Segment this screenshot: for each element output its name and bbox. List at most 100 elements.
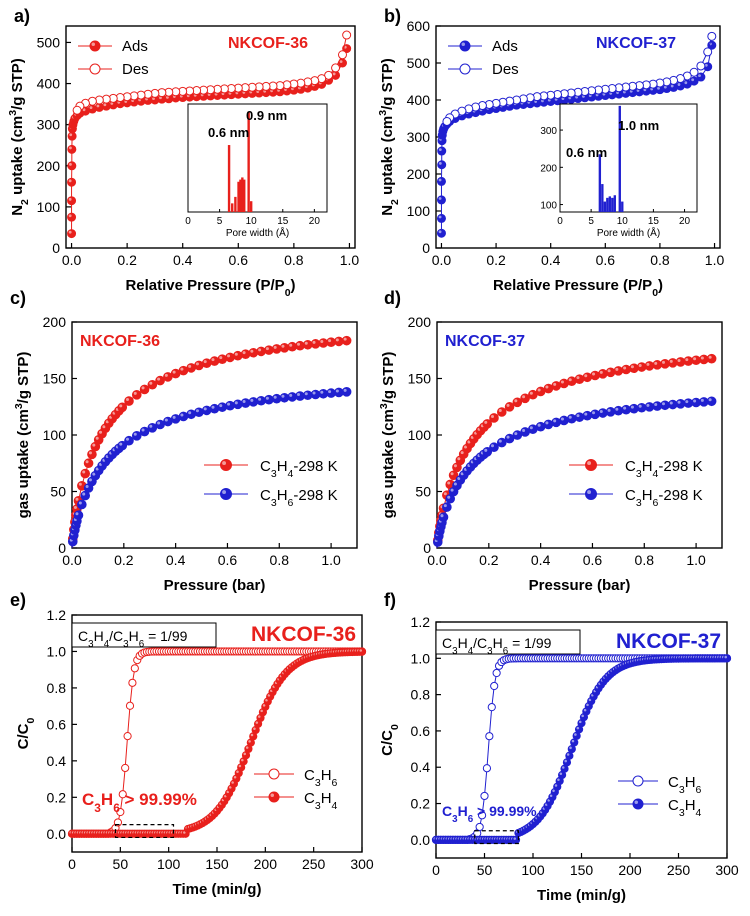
panel-b-ytick-label: 0 [422,240,430,256]
panel-b-inset-ytick-label: 300 [540,126,557,137]
panel-c-point [287,392,298,402]
panel-a-ytick-label: 100 [37,199,61,215]
panel-b-point-ads-highlight [657,86,660,90]
panel-e-point-highlight [250,733,254,737]
panel-d-title: NKCOF-37 [445,333,525,350]
panel-c-point-highlight [195,409,199,413]
panel-e-point-highlight [255,721,259,724]
panel-c-point [334,387,344,398]
panel-f-point [487,703,496,712]
panel-d-point [605,407,616,417]
panel-c-point [225,352,235,363]
panel-d-point-highlight [537,388,541,392]
panel-d-point-highlight [623,366,627,370]
panel-a-inset-peak-label-1: 0.6 nm [208,125,249,140]
panel-a-inset: 0 5 10 15 20 Pore width (Å) 0.6 nm 0.9 nm [185,103,328,239]
panel-c-point-highlight [172,415,176,419]
panel-b-point-ads-highlight [698,74,701,78]
panel-a-legend-marker [89,63,101,75]
panel-c-point-highlight [273,345,277,349]
panel-c-point-highlight [88,451,92,455]
panel-f-ytick-label: 0.2 [411,796,431,812]
panel-c-point [139,426,150,437]
panel-b-legend-marker [459,40,471,52]
panel-d-point-highlight [560,380,564,384]
panel-d: d) 0.0 0.2 0.4 0.6 0.8 1.0 0 50 100 150 200 Pressure… [378,288,723,594]
panel-d-point-highlight [584,374,588,378]
panel-d-point-highlight [498,408,502,413]
panel-b-point-ads-highlight [438,178,442,182]
panel-f-ytick-label: 1.0 [411,650,431,666]
panel-c-point [318,388,329,399]
panel-d-point-highlight [599,410,603,414]
panel-c-point [124,435,134,446]
panel-d-point [489,413,499,423]
panel-f-point-highlight [564,759,567,763]
panel-b-point-ads [436,195,446,205]
panel-d-point-highlight [654,361,658,365]
panel-e-ytick-label: 1.0 [47,643,67,659]
panel-d-ytick-label: 50 [415,484,431,500]
panel-c-xtick-label: 0.2 [114,552,134,568]
panel-f-point-highlight [554,784,558,787]
panel-c-point-highlight [75,512,79,516]
panel-c-point [225,400,235,411]
panel-a-xlabel: Relative Pressure (P/P0) [125,277,295,299]
panel-d-point-highlight [693,399,697,403]
panel-d-point-highlight [638,364,642,368]
panel-a-inset-peak-label-2: 0.9 nm [246,108,287,123]
panel-a-point-ads-highlight [152,97,155,100]
panel-d-legend-marker [585,488,597,500]
panel-a-ytick-label: 0 [52,240,60,256]
panel-c-point-highlight [343,337,347,341]
panel-c-legend-label: C3H6-298 K [260,487,338,509]
panel-d-point [496,437,507,448]
panel-f-point-highlight [549,794,553,798]
panel-f-point-highlight [578,720,582,724]
panel-c: c) 0.0 0.2 0.4 0.6 0.8 1.0 0 50 100 150 200 Pressure… [10,288,358,594]
panel-c-point-highlight [141,428,145,432]
panel-c-point-highlight [242,400,246,404]
panel-c-point-highlight [157,421,161,425]
panel-f-point [492,668,501,678]
panel-c-point-highlight [125,398,129,402]
panel-c-point-highlight [78,482,82,486]
panel-a-point-ads [67,196,77,206]
panel-c-point-highlight [258,397,262,401]
panel-e-ytick-label: 0.6 [47,716,67,732]
panel-b-point-des [703,47,713,57]
panel-f-legend-marker [632,775,644,787]
panel-a-inset-xlabel: Pore width (Å) [226,226,289,239]
panel-b-inset: 0 5 10 15 20 Pore width (Å) 100 200 300 0.6 nm 1.0… [540,103,698,239]
panel-d-point [582,372,593,383]
panel-f-point [482,764,492,773]
panel-d-point-highlight [560,417,564,421]
panel-f-feed-label: C3H4/C3H6 = 1/99 [442,635,552,657]
panel-c-point-highlight [242,351,246,355]
panel-c-point-highlight [273,395,277,399]
panel-d-point [629,403,639,414]
panel-b-inset-xlabel: Pore width (Å) [597,226,660,239]
panel-f-xtick-label: 0 [432,862,440,878]
panel-a-point-des [72,105,82,115]
panel-c-point [310,389,321,400]
panel-d-point-highlight [677,358,681,362]
panel-e-point-highlight [257,715,261,718]
panel-d-point [543,419,554,430]
panel-d-point-highlight [693,357,697,361]
panel-e-point-highlight [183,831,186,834]
panel-d-point [598,369,608,379]
panel-f-point [485,732,494,741]
panel-b-inset-ytick-label: 100 [540,201,557,212]
panel-e-xtick-label: 100 [157,856,181,872]
panel-b-legend-marker [459,63,471,75]
panel-a: a)0.0 0.2 0.4 0.6 0.8 1.00100200300400500Rela… [7,6,359,299]
panel-c-point-highlight [133,391,137,395]
panel-d-point [613,366,624,376]
panel-a-inset-bar [239,179,242,212]
panel-b-point-ads [696,72,706,82]
panel-d-point [629,363,639,374]
panel-d-point [442,502,452,512]
panel-e-point [357,647,367,656]
panel-f-point-highlight [566,753,570,756]
